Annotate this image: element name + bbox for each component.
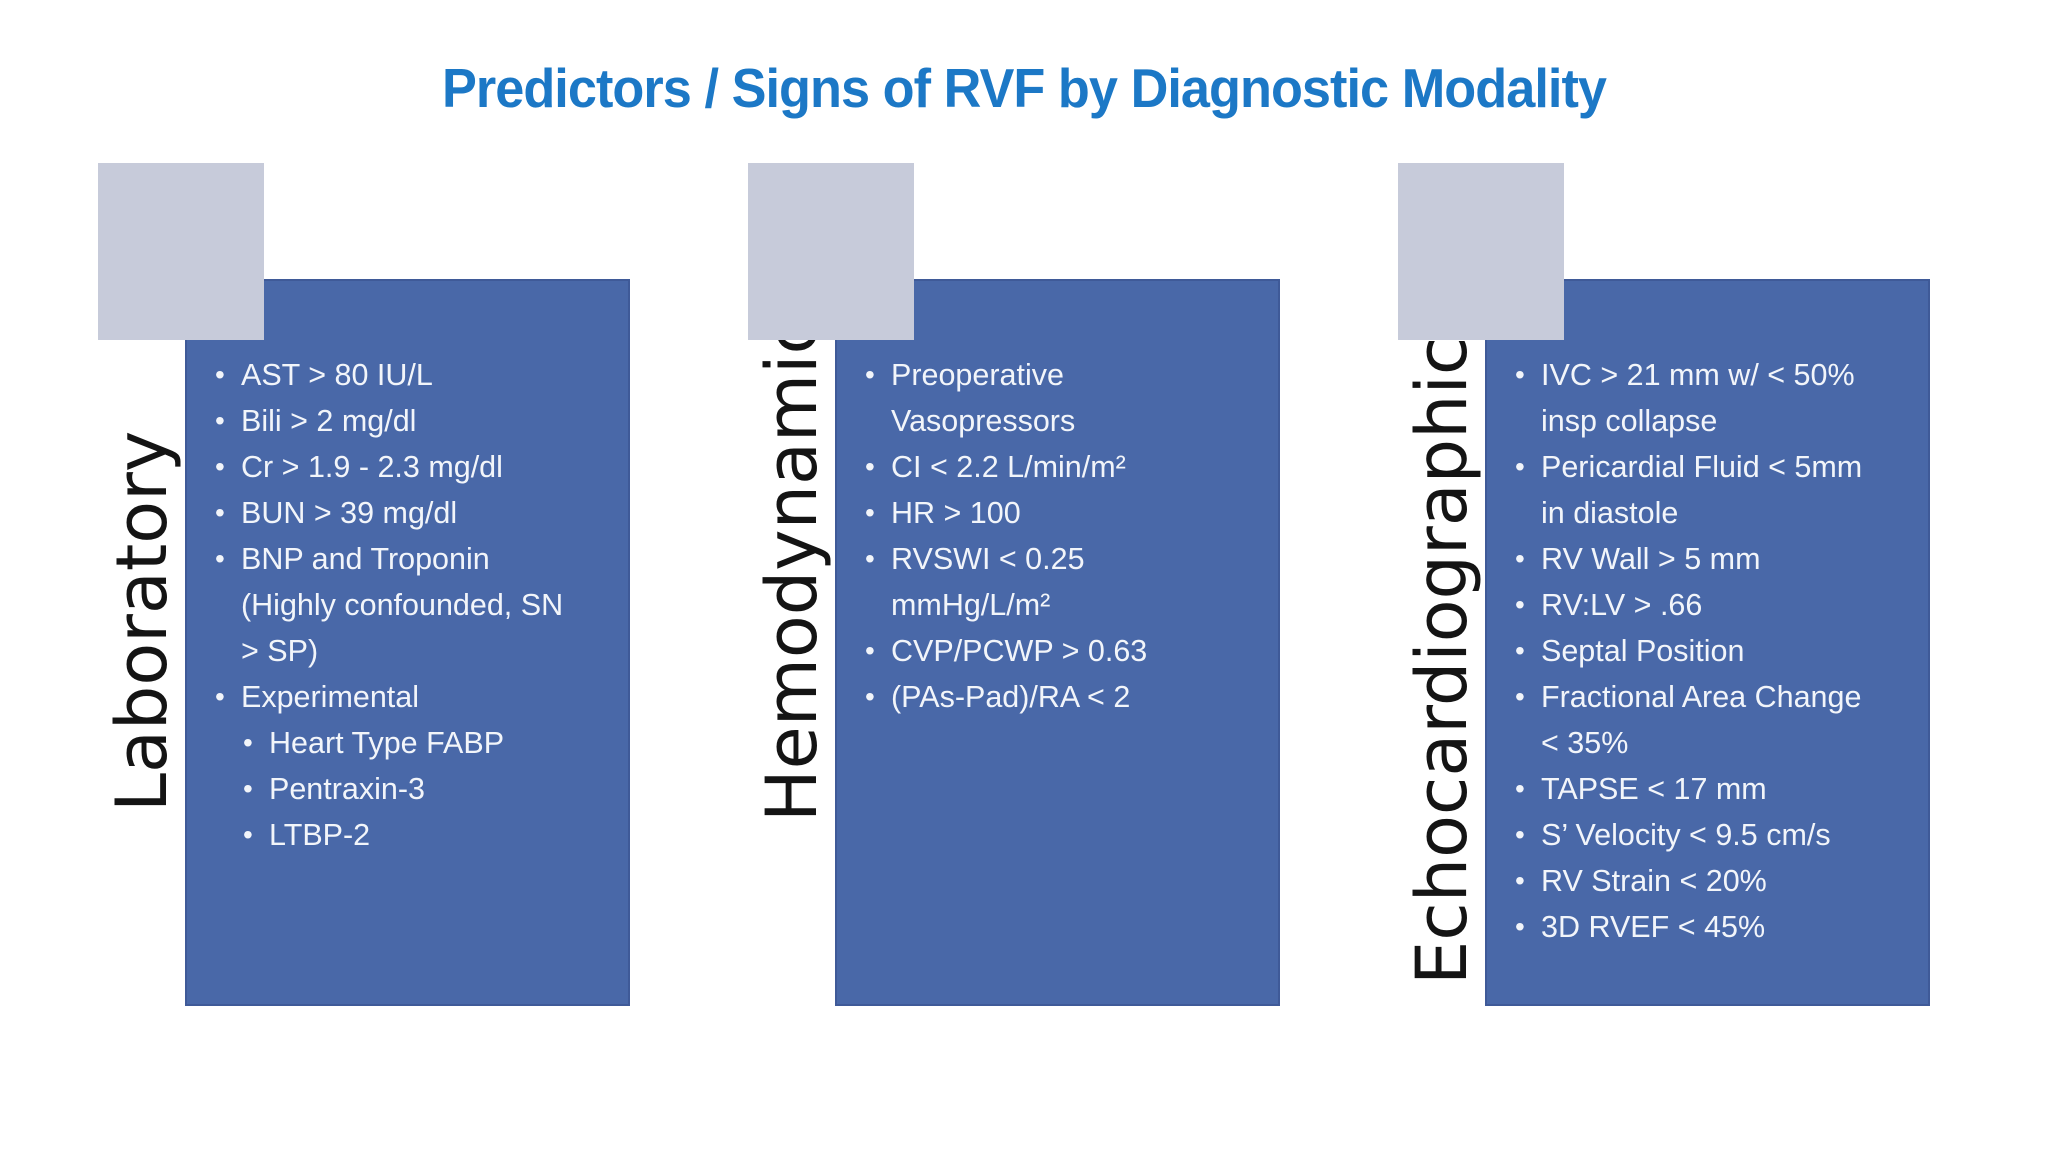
bullet-icon: • <box>865 681 875 712</box>
bullet-icon: • <box>865 635 875 666</box>
bullet-icon: • <box>1515 589 1525 620</box>
list-item: • Experimental <box>215 674 597 720</box>
bullet-icon: • <box>1515 543 1525 574</box>
bullet-icon: • <box>1515 911 1525 942</box>
bullet-icon: • <box>865 543 875 574</box>
bullet-icon: • <box>1515 865 1525 896</box>
bullet-icon: • <box>1515 773 1525 804</box>
list-item: • RV:LV > .66 <box>1515 582 1897 628</box>
list-item-sub: • Pentraxin-3 <box>243 766 597 812</box>
list-item: • AST > 80 IU/L <box>215 352 597 398</box>
list-item: • RV Strain < 20% <box>1515 858 1897 904</box>
laboratory-panel <box>185 279 630 1006</box>
bullet-icon: • <box>243 773 253 804</box>
list-item: • HR > 100 <box>865 490 1247 536</box>
list-item: • CI < 2.2 L/min/m² <box>865 444 1247 490</box>
bullet-icon: • <box>865 359 875 390</box>
list-item: • TAPSE < 17 mm <box>1515 766 1897 812</box>
bullet-icon: • <box>865 497 875 528</box>
echocardiographic-corner-square <box>1398 163 1564 340</box>
list-item: • CVP/PCWP > 0.63 <box>865 628 1247 674</box>
list-item: • IVC > 21 mm w/ < 50% insp collapse <box>1515 352 1897 444</box>
echocardiographic-bullet-list: • IVC > 21 mm w/ < 50% insp collapse • Per… <box>1515 352 1897 950</box>
list-item: • RV Wall > 5 mm <box>1515 536 1897 582</box>
hemodynamic-bullet-list: • Preoperative Vasopressors • CI < 2.2 L/m… <box>865 352 1247 720</box>
laboratory-label: Laboratory <box>101 430 183 812</box>
laboratory-corner-square <box>98 163 264 340</box>
slide-title: Predictors / Signs of RVF by Diagnostic … <box>441 57 1607 119</box>
bullet-icon: • <box>243 819 253 850</box>
list-item: • Fractional Area Change < 35% <box>1515 674 1897 766</box>
bullet-icon: • <box>1515 819 1525 850</box>
hemodynamic-panel <box>835 279 1280 1006</box>
bullet-icon: • <box>215 451 225 482</box>
list-item: • 3D RVEF < 45% <box>1515 904 1897 950</box>
bullet-icon: • <box>215 497 225 528</box>
list-item: • Pericardial Fluid < 5mm in diastole <box>1515 444 1897 536</box>
list-item: • Preoperative Vasopressors <box>865 352 1247 444</box>
hemodynamic-corner-square <box>748 163 914 340</box>
list-item-sub: • LTBP-2 <box>243 812 597 858</box>
bullet-icon: • <box>1515 451 1525 482</box>
bullet-icon: • <box>215 405 225 436</box>
bullet-icon: • <box>243 727 253 758</box>
hemodynamic-label: Hemodynamic <box>751 316 833 822</box>
bullet-icon: • <box>215 681 225 712</box>
bullet-icon: • <box>865 451 875 482</box>
list-item: • S’ Velocity < 9.5 cm/s <box>1515 812 1897 858</box>
laboratory-bullet-list: • AST > 80 IU/L • Bili > 2 mg/dl • Cr > 1.9… <box>215 352 597 858</box>
bullet-icon: • <box>215 543 225 574</box>
echocardiographic-panel <box>1485 279 1930 1006</box>
list-item: • BUN > 39 mg/dl <box>215 490 597 536</box>
list-item: • RVSWI < 0.25 mmHg/L/m² <box>865 536 1247 628</box>
list-item-sub: • Heart Type FABP <box>243 720 597 766</box>
list-item: • Cr > 1.9 - 2.3 mg/dl <box>215 444 597 490</box>
echocardiographic-label: Echocardiographic <box>1401 336 1483 985</box>
list-item: • BNP and Troponin (Highly confounded, SN… <box>215 536 597 674</box>
bullet-icon: • <box>1515 635 1525 666</box>
list-item: • Bili > 2 mg/dl <box>215 398 597 444</box>
list-item: • (PAs-Pad)/RA < 2 <box>865 674 1247 720</box>
bullet-icon: • <box>1515 681 1525 712</box>
bullet-icon: • <box>215 359 225 390</box>
bullet-icon: • <box>1515 359 1525 390</box>
list-item: • Septal Position <box>1515 628 1897 674</box>
